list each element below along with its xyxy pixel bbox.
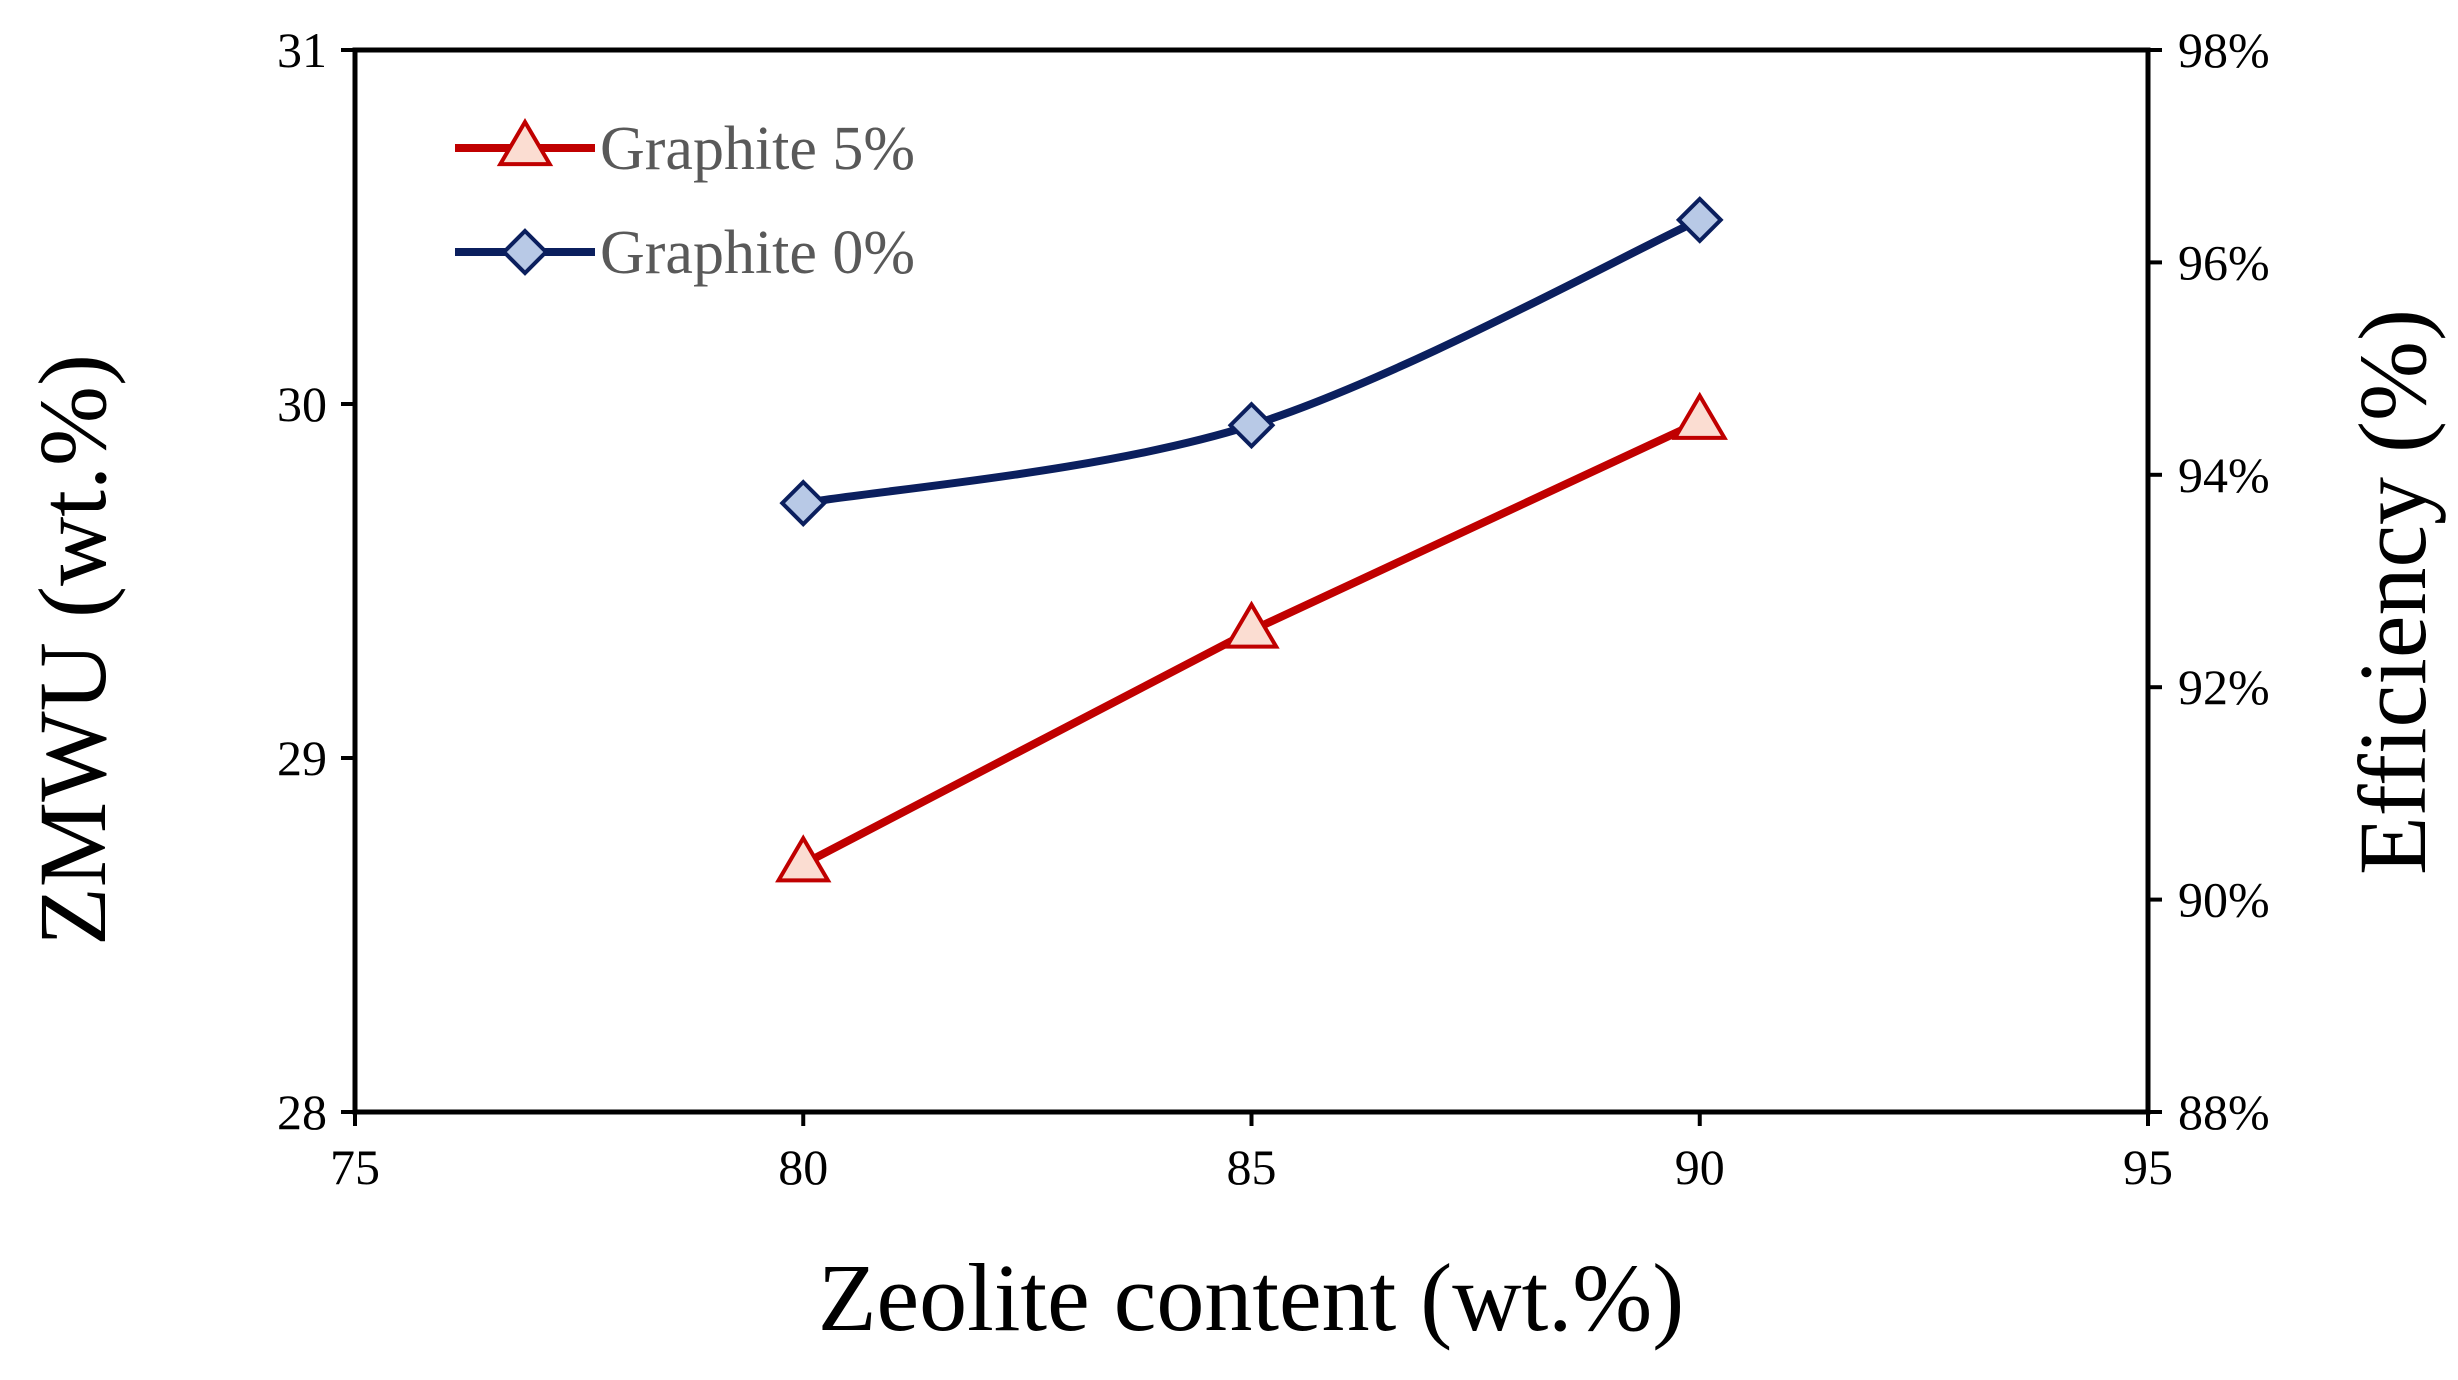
y2-tick-label: 88% <box>2178 1084 2270 1140</box>
data-point-marker <box>779 479 828 527</box>
legend-label: Graphite 0% <box>600 219 915 287</box>
data-point-marker <box>1675 196 1724 244</box>
y-tick-label: 28 <box>277 1084 327 1140</box>
y2-tick-label: 96% <box>2178 234 2270 290</box>
x-tick-label: 75 <box>330 1139 380 1195</box>
legend: Graphite 5% Graphite 0% <box>455 115 915 287</box>
x-tick-label: 95 <box>2123 1139 2173 1195</box>
legend-marker <box>501 228 549 276</box>
y-tick-label: 29 <box>277 730 327 786</box>
plot-area <box>352 47 2151 1115</box>
y2-tick-label: 92% <box>2178 659 2270 715</box>
y2-axis-title: Efficiency (%) <box>2339 309 2446 875</box>
y-axis-title: ZMWU (wt.%) <box>19 354 126 946</box>
series-line-1 <box>802 216 1702 508</box>
y2-tick-label: 90% <box>2178 872 2270 928</box>
legend-marker <box>496 118 554 167</box>
y-tick-label: 31 <box>277 22 327 78</box>
series-layer <box>775 196 1728 883</box>
data-point-marker <box>1223 600 1280 649</box>
y2-tick-label: 94% <box>2178 447 2270 503</box>
x-tick-label: 90 <box>1675 1139 1725 1195</box>
x-axis-title: Zeolite content (wt.%) <box>818 1244 1684 1351</box>
data-point-marker <box>1671 391 1728 440</box>
data-point-marker <box>775 834 832 883</box>
legend-label: Graphite 5% <box>600 115 915 183</box>
y2-tick-label: 98% <box>2178 22 2270 78</box>
y-tick-label: 30 <box>277 376 327 432</box>
x-tick-label: 85 <box>1227 1139 1277 1195</box>
ticks-layer: 75 80 85 90 95 28 29 30 31 88% 90% 92% 94% 96% 98% <box>277 22 2270 1195</box>
x-tick-label: 80 <box>778 1139 828 1195</box>
data-point-marker <box>1227 401 1276 450</box>
